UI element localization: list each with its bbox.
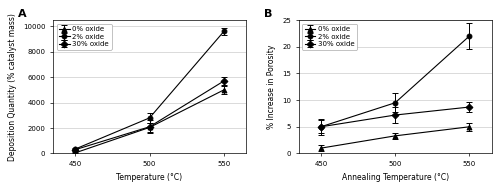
Legend: 0% oxide, 2% oxide, 30% oxide: 0% oxide, 2% oxide, 30% oxide [56,24,112,50]
Legend: 0% oxide, 2% oxide, 30% oxide: 0% oxide, 2% oxide, 30% oxide [302,24,358,50]
Y-axis label: % Increase in Porosity: % Increase in Porosity [268,45,276,129]
Y-axis label: Deposition Quantity (% catalyst mass): Deposition Quantity (% catalyst mass) [8,13,18,161]
X-axis label: Annealing Temperature (°C): Annealing Temperature (°C) [342,173,448,182]
X-axis label: Temperature (°C): Temperature (°C) [116,173,182,182]
Text: B: B [264,9,272,19]
Text: A: A [18,9,27,19]
